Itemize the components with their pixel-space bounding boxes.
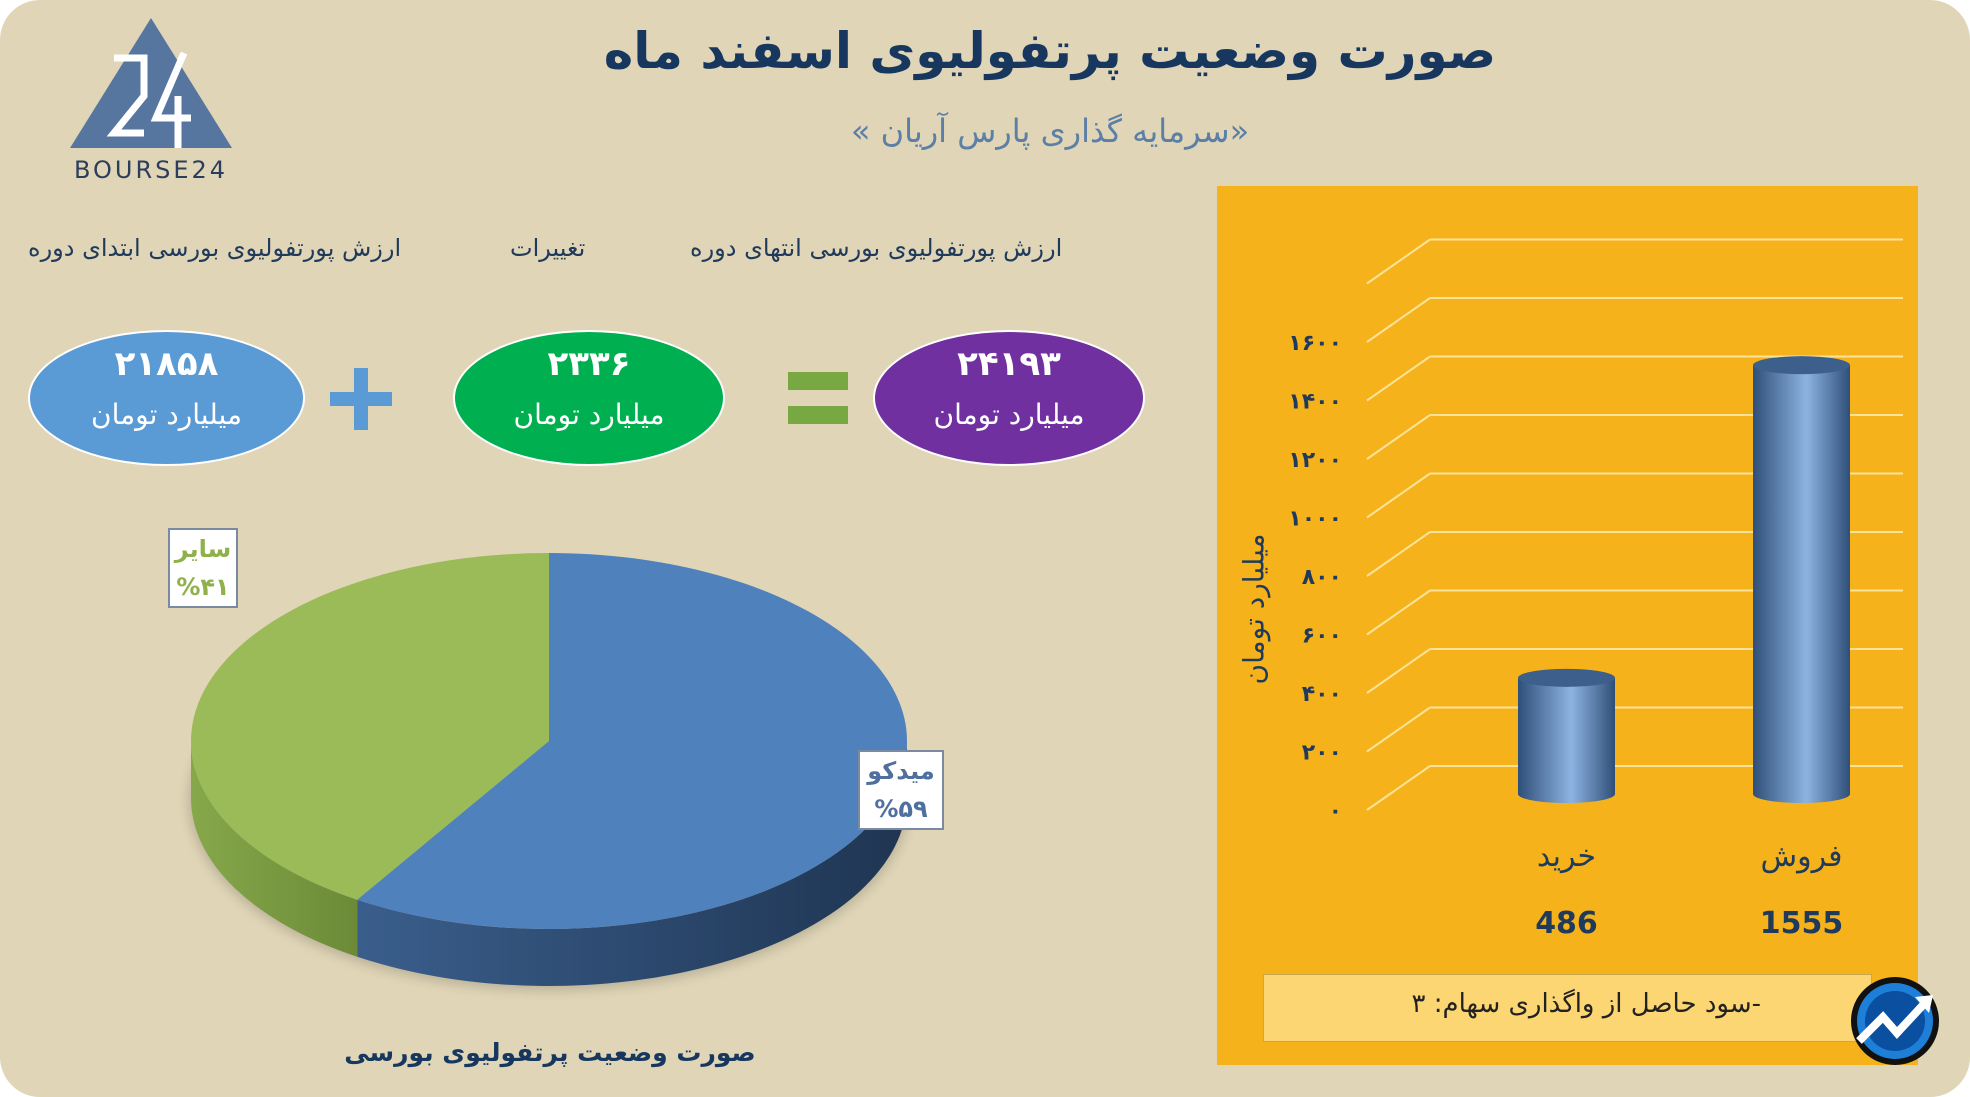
plus-icon: [330, 368, 392, 430]
trend-logo-icon: [1851, 977, 1939, 1065]
y-tick-label: ۸۰۰: [1302, 565, 1342, 590]
gridline-diagonal: [1366, 238, 1431, 285]
logo-text: BOURSE24: [74, 156, 228, 184]
y-tick-label: ۱۲۰۰: [1288, 448, 1342, 473]
gridline-diagonal: [1366, 355, 1431, 402]
change-unit: میلیارد تومان: [513, 398, 665, 431]
bar-chart: ۰ ۲۰۰ ۴۰۰ ۶۰۰ ۸۰۰ ۱۰۰۰ ۱۲۰۰ ۱۴۰۰ ۱۶۰۰ خرید 486 فروش…: [1288, 238, 1903, 941]
page-subtitle: «سرمایه گذاری پارس آریان »: [850, 112, 1250, 150]
change-value-ellipse: ۲۳۳۶ میلیارد تومان: [453, 330, 725, 466]
start-unit: میلیارد تومان: [91, 398, 242, 431]
pie-chart-title: صورت وضعیت پرتفولیوی بورسی: [344, 1038, 756, 1067]
note-text: -سود حاصل از واگذاری سهام: ۳: [1411, 989, 1762, 1019]
y-tick-label: ۶۰۰: [1302, 624, 1342, 649]
bar-top-فروش: [1753, 356, 1850, 375]
equals-icon: [788, 372, 848, 424]
pie-side-سایر: [191, 741, 358, 957]
y-tick-label: ۰: [1329, 799, 1342, 824]
bourse24-logo: BOURSE24: [70, 18, 232, 184]
value-label: 486: [1535, 906, 1598, 941]
gridline-diagonal: [1366, 531, 1431, 577]
gridline-diagonal: [1366, 414, 1431, 460]
change-header: تغییرات: [510, 234, 586, 262]
start-value-ellipse: ۲۱۸۵۸ میلیارد تومان: [28, 330, 305, 466]
pie-label-other: سایر %۴۱: [168, 528, 238, 608]
value-label: 1555: [1760, 906, 1844, 941]
end-value-header: ارزش پورتفولیوی بورسی انتهای دوره: [690, 234, 1063, 262]
end-unit: میلیارد تومان: [933, 398, 1085, 431]
bar-top-خرید: [1518, 668, 1615, 687]
y-tick-label: ۱۶۰۰: [1288, 331, 1342, 356]
gridline-diagonal: [1366, 472, 1431, 519]
pie-side-میدکو: [357, 741, 907, 986]
bar-خرید: [1518, 677, 1615, 803]
y-tick-label: ۱۴۰۰: [1288, 390, 1342, 415]
y-tick-label: ۱۰۰۰: [1288, 507, 1342, 532]
gridline-diagonal: [1366, 297, 1431, 343]
gridline-diagonal: [1366, 648, 1431, 694]
gridline-diagonal: [1366, 589, 1431, 636]
end-value-ellipse: ۲۴۱۹۳ میلیارد تومان: [873, 330, 1145, 466]
gridline-diagonal: [1366, 706, 1431, 753]
note-box: -سود حاصل از واگذاری سهام: ۳: [1263, 974, 1872, 1042]
end-value: ۲۴۱۹۳: [957, 344, 1061, 384]
y-axis-title: میلیارد تومان: [1237, 533, 1271, 685]
y-tick-label: ۲۰۰: [1302, 741, 1342, 766]
y-tick-label: ۴۰۰: [1302, 682, 1342, 707]
pie-label-midco: میدکو %۵۹: [858, 750, 944, 830]
start-value-header: ارزش پورتفولیوی بورسی ابتدای دوره: [28, 234, 402, 262]
change-value: ۲۳۳۶: [547, 344, 631, 384]
category-label: فروش: [1760, 839, 1842, 874]
gridline-diagonal: [1366, 765, 1431, 811]
pie-slice-میدکو: [357, 553, 908, 929]
start-value: ۲۱۸۵۸: [114, 344, 219, 384]
category-label: خرید: [1537, 839, 1596, 874]
pie-chart: [189, 553, 909, 990]
pie-slice-سایر: [191, 553, 549, 900]
page-title: صورت وضعیت پرتفولیوی اسفند ماه: [603, 22, 1497, 80]
bar-فروش: [1753, 365, 1850, 803]
